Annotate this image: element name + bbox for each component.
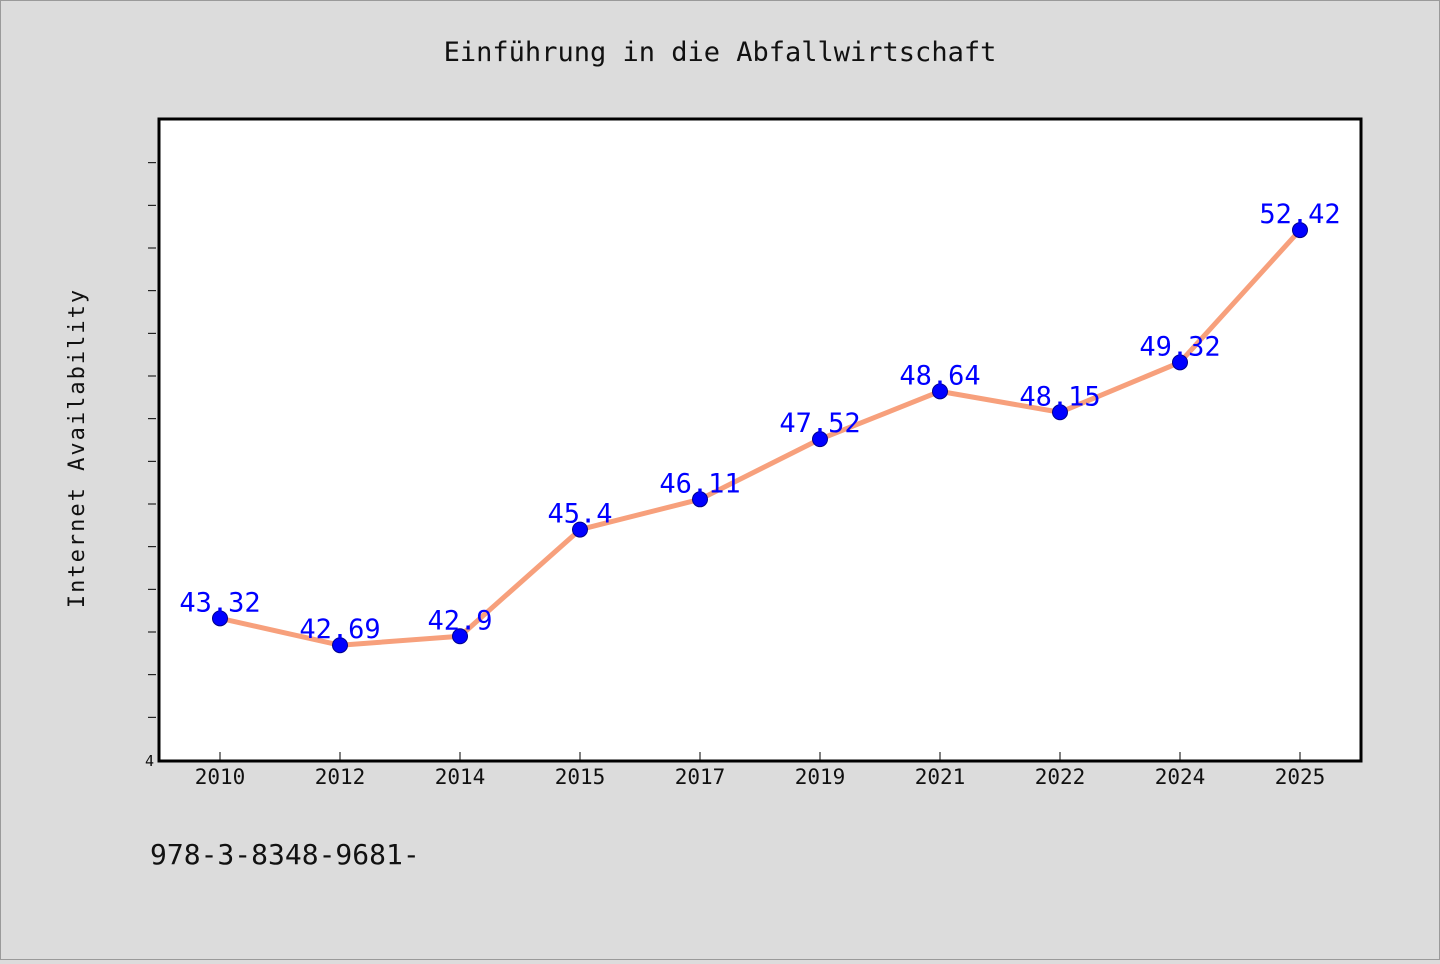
y-axis-label: Internet Availability	[65, 288, 90, 608]
data-point-marker	[812, 431, 828, 448]
x-tick-label: 2012	[315, 765, 366, 789]
chart-title: Einführung in die Abfallwirtschaft	[444, 37, 997, 68]
y-axis-ticks	[148, 162, 156, 718]
data-point-marker	[692, 491, 708, 508]
plot-area	[157, 117, 1363, 763]
y-tick-label: 4	[145, 752, 154, 770]
x-tick-label: 2024	[1155, 765, 1206, 789]
x-tick-label: 2017	[675, 765, 726, 789]
data-point-marker	[932, 383, 948, 400]
y-axis-tick-labels: 4	[145, 752, 154, 770]
data-point-label: 48.64	[899, 360, 980, 391]
x-axis-ticks	[219, 752, 1301, 760]
data-point-marker	[332, 637, 348, 654]
data-point-label: 45.4	[547, 499, 612, 530]
data-point-marker	[1172, 354, 1188, 371]
data-point-marker	[452, 628, 468, 645]
isbn-footer-text: 978-3-8348-9681-	[150, 838, 420, 871]
data-point-label: 48.15	[1019, 381, 1100, 412]
data-labels: 43.32 42.69 42.9 45.4 46.11 47.52 48.64 48.15 49…	[179, 199, 1340, 645]
x-tick-label: 2022	[1035, 765, 1086, 789]
data-point-marker	[1052, 404, 1068, 421]
x-tick-label: 2025	[1275, 765, 1326, 789]
data-point-label: 43.32	[179, 587, 260, 618]
x-tick-label: 2010	[195, 765, 246, 789]
series-lines	[217, 227, 1303, 648]
x-tick-label: 2021	[915, 765, 966, 789]
x-tick-label: 2014	[435, 765, 486, 789]
series-markers	[212, 222, 1308, 654]
x-tick-label: 2015	[555, 765, 606, 789]
data-point-label: 52.42	[1259, 199, 1340, 230]
series-line	[217, 227, 1303, 648]
data-point-label: 47.52	[779, 408, 860, 439]
data-point-label: 49.32	[1139, 331, 1220, 362]
data-point-label: 46.11	[659, 468, 740, 499]
data-point-label: 42.69	[299, 614, 380, 645]
data-point-marker	[572, 521, 588, 538]
data-point-marker	[1292, 222, 1308, 239]
data-point-label: 42.9	[427, 605, 492, 636]
data-point-marker	[212, 610, 228, 627]
x-axis-tick-labels: 2010 2012 2014 2015 2017 2019 2021 2022 2024 2025	[195, 765, 1326, 789]
x-tick-label: 2019	[795, 765, 846, 789]
